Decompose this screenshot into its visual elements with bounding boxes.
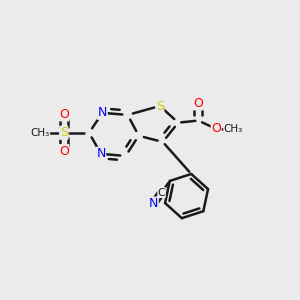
- Text: N: N: [96, 147, 106, 161]
- Text: S: S: [156, 100, 164, 112]
- Text: N: N: [149, 197, 158, 210]
- Text: CH₃: CH₃: [224, 124, 243, 134]
- Text: N: N: [98, 106, 107, 119]
- Text: S: S: [60, 126, 68, 139]
- Text: C: C: [158, 188, 165, 198]
- Text: CH₃: CH₃: [30, 128, 50, 138]
- Text: O: O: [211, 122, 221, 135]
- Text: O: O: [194, 97, 203, 110]
- Text: O: O: [59, 108, 69, 121]
- Text: O: O: [59, 145, 69, 158]
